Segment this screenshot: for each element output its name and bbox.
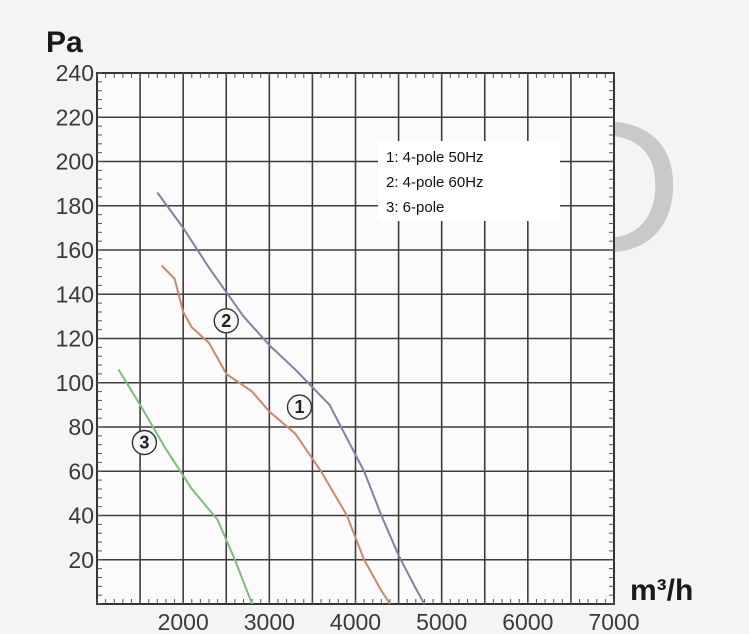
- series-marker-label: 2: [221, 311, 231, 331]
- series-marker-circle: [131, 429, 158, 456]
- y-tick-label: 220: [56, 104, 94, 130]
- series-marker-2: 2: [213, 308, 239, 334]
- y-tick-label: 180: [56, 193, 94, 219]
- series-line-2: [156, 191, 426, 605]
- legend-entry-3: 3: 6-pole: [386, 199, 444, 216]
- x-axis-label: m³/h: [630, 574, 693, 607]
- series-marker-label: 1: [294, 397, 304, 417]
- series-marker-circle: [286, 394, 313, 420]
- legend-entry-1: 1: 4-pole 50Hz: [386, 149, 484, 166]
- series-line-1: [160, 264, 391, 605]
- grid-lines: [97, 73, 614, 604]
- series-lines: [117, 191, 426, 605]
- series-marker-label: 3: [139, 432, 149, 452]
- y-tick-label: 120: [56, 326, 94, 352]
- x-tick-label: 3000: [244, 609, 295, 634]
- y-tick-label: 100: [56, 370, 94, 396]
- y-tick-label: 200: [56, 149, 94, 175]
- legend: 1: 4-pole 50Hz 2: 4-pole 60Hz 3: 6-pole: [378, 141, 560, 221]
- series-line-3: [117, 368, 254, 605]
- y-tick-label: 140: [56, 281, 94, 307]
- y-tick-label: 60: [68, 458, 94, 484]
- legend-box: [378, 141, 560, 221]
- x-tick-label: 2000: [158, 609, 209, 634]
- minor-ticks: [96, 72, 615, 605]
- series-marker-3: 3: [131, 429, 158, 456]
- y-tick-label: 160: [56, 237, 94, 263]
- legend-entry-2: 2: 4-pole 60Hz: [386, 174, 484, 191]
- x-tick-label: 4000: [330, 609, 381, 634]
- y-tick-label: 40: [68, 503, 94, 529]
- x-tick-label: 7000: [588, 609, 639, 634]
- y-tick-label: 80: [68, 414, 94, 440]
- x-tick-label: 5000: [416, 609, 467, 634]
- y-tick-labels: 20 40 60 80 100 120 140 160 180 200 220 240: [56, 60, 94, 573]
- y-axis-label: Pa: [46, 26, 83, 59]
- y-tick-label: 240: [56, 60, 94, 86]
- series-markers: 1 2 3: [131, 308, 313, 456]
- y-tick-label: 20: [68, 547, 94, 573]
- series-marker-circle: [213, 308, 239, 334]
- x-tick-labels: 2000 3000 4000 5000 6000 7000: [158, 609, 640, 634]
- x-tick-label: 6000: [502, 609, 553, 634]
- series-marker-1: 1: [286, 394, 313, 420]
